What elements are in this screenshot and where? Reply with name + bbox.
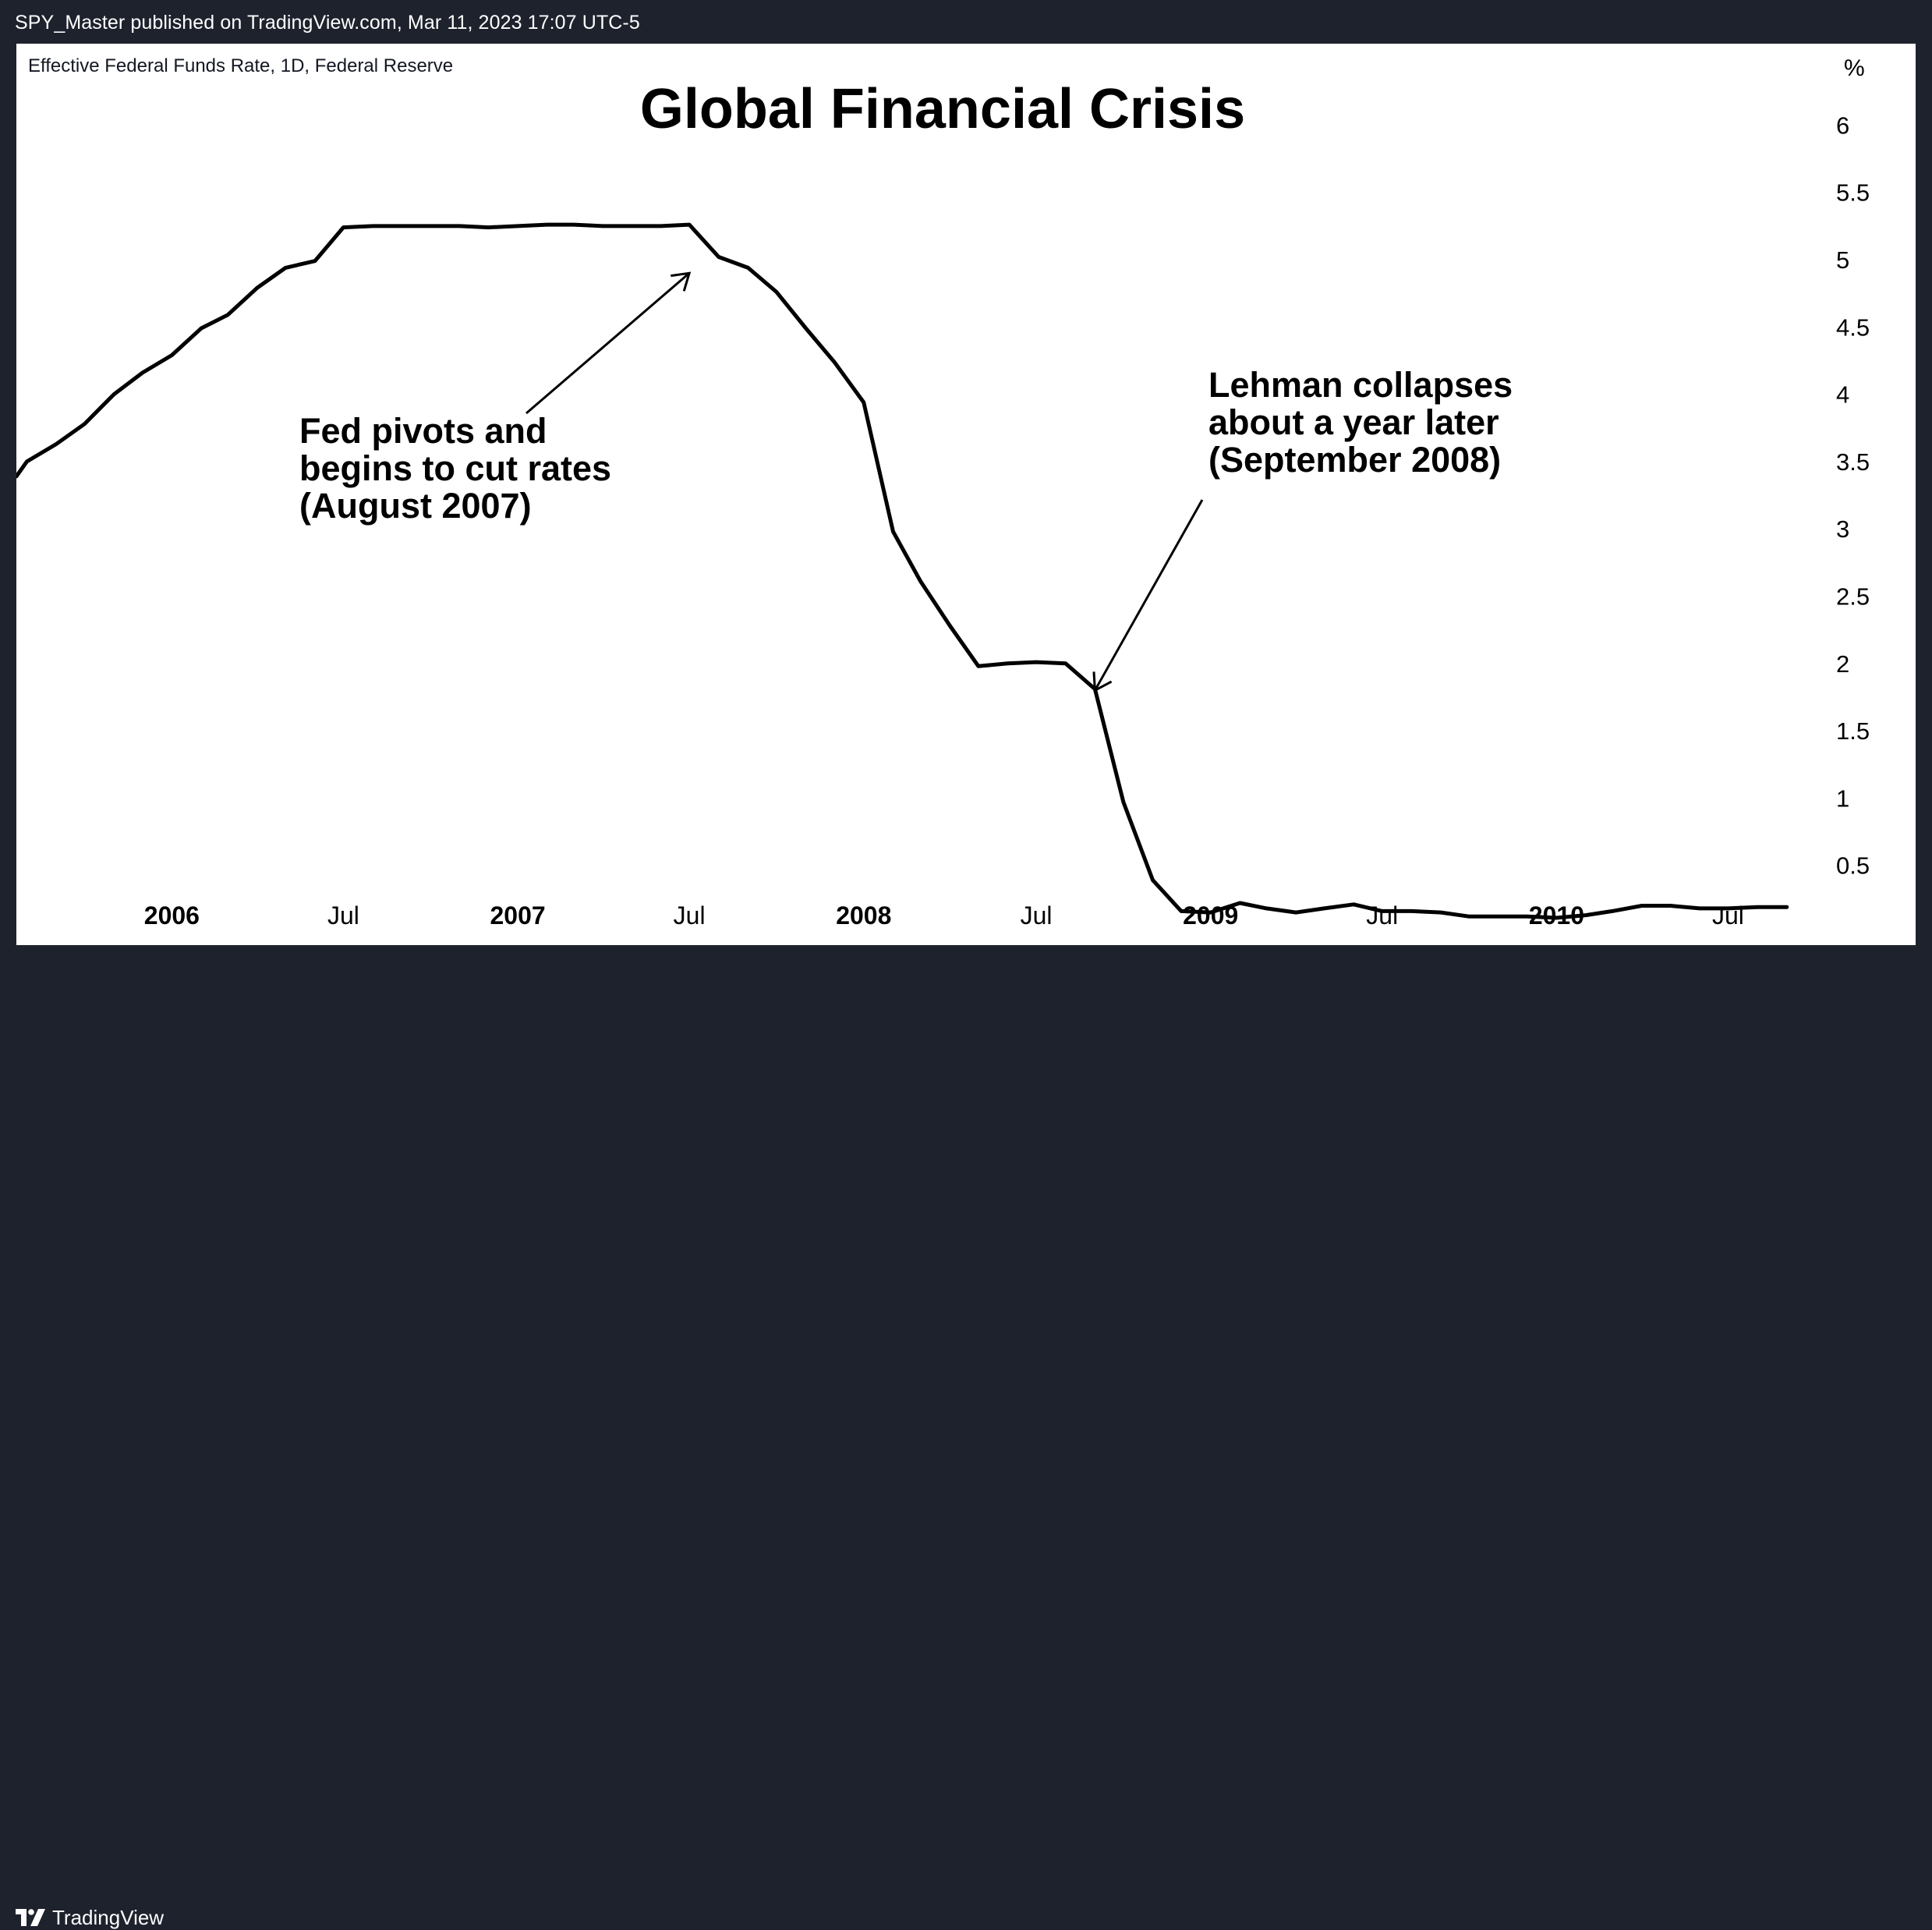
y-tick-label: 1.5	[1836, 717, 1870, 745]
top-bar: SPY_Master published on TradingView.com,…	[0, 0, 1932, 44]
x-tick-label: 2007	[490, 901, 545, 930]
annotation-arrow-shaft	[525, 272, 691, 415]
annotation-text: Lehman collapses about a year later (Septe…	[1208, 365, 1513, 480]
series-line-fed-funds-rate	[16, 222, 1789, 920]
annotation-line: (September 2008)	[1208, 440, 1501, 480]
y-axis-ticks: 0.5 1 1.5 2 2.5 3 3.5 4 4.5 5 5.5 6	[1836, 112, 1870, 879]
x-tick-label: 2008	[836, 901, 891, 930]
annotation-lehman: Lehman collapses about a year later (Septe…	[1092, 365, 1513, 692]
y-tick-label: 3	[1836, 515, 1849, 543]
x-tick-label: Jul	[1021, 901, 1053, 930]
annotation-line: about a year later	[1208, 402, 1499, 442]
y-tick-label: 1	[1836, 784, 1849, 812]
chart[interactable]: Effective Federal Funds Rate, 1D, Federa…	[16, 44, 1916, 945]
annotation-line: begins to cut rates	[299, 448, 611, 488]
annotations: Fed pivots and begins to cut rates (August…	[299, 271, 1513, 692]
y-axis-unit: %	[1844, 55, 1865, 81]
y-tick-label: 2.5	[1836, 583, 1870, 611]
bottom-bar: TradingView	[0, 945, 1932, 1929]
annotation-line: Fed pivots and	[299, 411, 547, 451]
annotation-line: Lehman collapses	[1208, 365, 1513, 405]
x-tick-label: Jul	[1712, 901, 1744, 930]
tradingview-logo-icon	[16, 1909, 45, 1926]
y-tick-label: 0.5	[1836, 852, 1870, 880]
brand-name: TradingView	[52, 1906, 165, 1929]
annotation-text: Fed pivots and begins to cut rates (August…	[299, 411, 611, 526]
chart-title: Global Financial Crisis	[640, 78, 1245, 140]
y-tick-label: 4	[1836, 381, 1849, 409]
x-tick-label: Jul	[1366, 901, 1398, 930]
x-tick-label: Jul	[327, 901, 359, 930]
x-tick-label: Jul	[674, 901, 706, 930]
annotation-arrow-head	[671, 271, 692, 292]
chart-panel[interactable]: Effective Federal Funds Rate, 1D, Federa…	[16, 44, 1916, 945]
annotation-arrow-head	[1092, 671, 1113, 692]
x-tick-label: 2006	[144, 901, 200, 930]
y-tick-label: 3.5	[1836, 448, 1870, 476]
y-tick-label: 5.5	[1836, 179, 1870, 207]
publish-info: SPY_Master published on TradingView.com,…	[15, 12, 640, 34]
y-tick-label: 4.5	[1836, 313, 1870, 341]
y-tick-label: 2	[1836, 650, 1849, 678]
annotation-line: (August 2007)	[299, 486, 532, 526]
y-tick-label: 6	[1836, 112, 1849, 139]
y-tick-label: 5	[1836, 246, 1849, 274]
annotation-fed-pivot: Fed pivots and begins to cut rates (August…	[299, 271, 692, 526]
annotation-arrow-shaft	[1094, 499, 1204, 692]
series-label: Effective Federal Funds Rate, 1D, Federa…	[28, 55, 453, 76]
